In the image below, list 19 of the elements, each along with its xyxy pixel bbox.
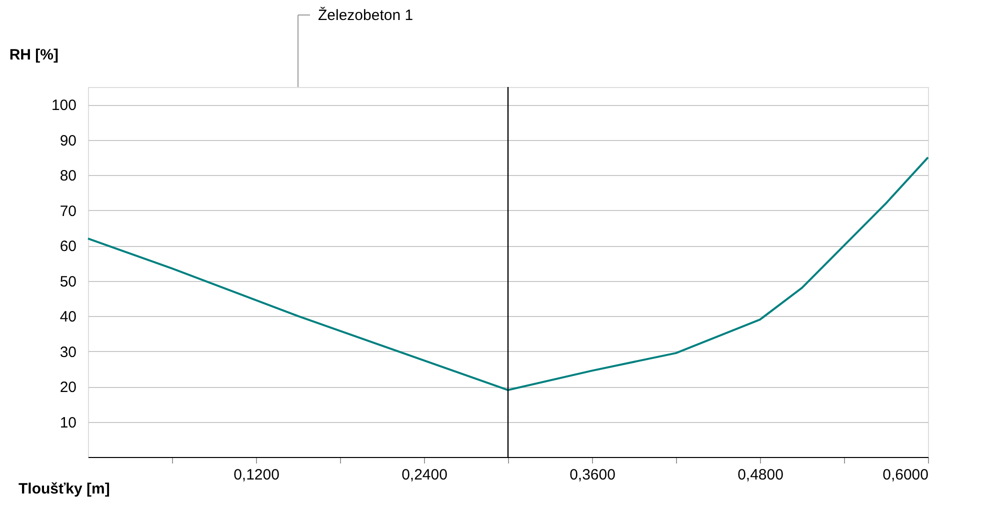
- y-tick-label: 80: [60, 168, 76, 185]
- x-tick-label: 0,4800: [738, 466, 784, 484]
- y-axis-title: RH [%]: [9, 46, 58, 64]
- y-tick-label: 60: [60, 238, 76, 256]
- x-axis-title: Tloušťky [m]: [18, 480, 110, 498]
- x-tick-label: 0,1200: [234, 466, 280, 484]
- y-tick-label: 20: [60, 379, 76, 396]
- line-series: [87, 156, 929, 392]
- y-tick-label: 50: [60, 273, 76, 290]
- x-tick-label: 0,2400: [402, 466, 448, 484]
- y-tick-label: 10: [60, 414, 76, 432]
- y-tick-label: 100: [51, 97, 76, 114]
- y-tick-label: 70: [60, 202, 76, 220]
- y-tick-label: 30: [60, 344, 76, 361]
- x-tick-label: 0,6000: [882, 466, 928, 484]
- y-tick-label: 40: [60, 308, 76, 326]
- y-tick-label: 90: [60, 132, 76, 150]
- text: Železobeton 1: [318, 6, 414, 24]
- x-tick-label: 0,3600: [570, 466, 616, 484]
